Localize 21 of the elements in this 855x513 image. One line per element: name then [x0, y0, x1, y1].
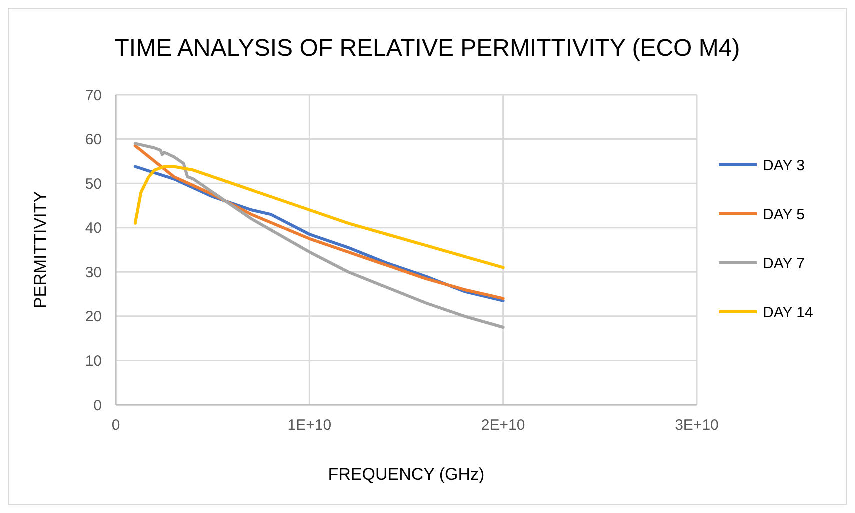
y-axis-title: PERMITTIVITY: [31, 191, 50, 309]
legend-label: DAY 7: [763, 255, 805, 272]
line-series: [134, 165, 505, 270]
y-tick-label: 60: [85, 132, 102, 149]
x-tick-label: 0: [112, 417, 120, 434]
x-axis-title: FREQUENCY (GHz): [328, 465, 485, 484]
y-tick-label: 30: [85, 264, 102, 282]
y-tick-label: 20: [85, 308, 102, 326]
legend-label: DAY 14: [763, 304, 814, 322]
y-tick-label: 50: [85, 176, 102, 193]
legend-label: DAY 5: [763, 206, 805, 224]
legend-label: DAY 3: [763, 157, 805, 174]
x-tick-label: 1E+10: [288, 417, 332, 434]
y-tick-label: 0: [94, 397, 102, 414]
chart-title: TIME ANALYSIS OF RELATIVE PERMITTIVITY (ECO M4): [114, 35, 740, 62]
y-tick-label: 40: [85, 220, 102, 238]
x-tick-label: 2E+10: [481, 417, 526, 434]
line-series: [134, 142, 505, 329]
y-tick-label: 70: [85, 87, 102, 104]
y-tick-label: 10: [85, 352, 102, 370]
x-tick-label: 3E+10: [675, 417, 719, 434]
